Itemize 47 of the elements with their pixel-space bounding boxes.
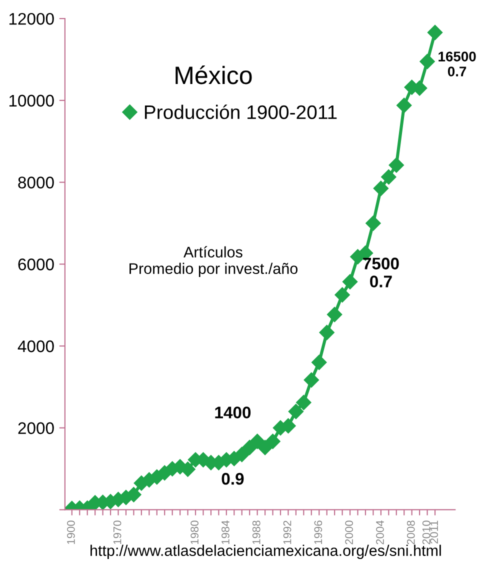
- text: http://www.atlasdelacienciamexicana.org/es/sni.html: [90, 544, 441, 560]
- point: [126, 487, 142, 502]
- y-tick-label: 12000: [9, 12, 54, 25]
- point: [327, 306, 342, 322]
- y-tick-label: 8000: [18, 176, 54, 188]
- point: [296, 394, 312, 410]
- x-tick-label: 2004: [376, 520, 384, 544]
- x-tick-label: 1992: [283, 520, 292, 544]
- point: [257, 440, 273, 456]
- y-tick-label: 2000: [18, 422, 54, 434]
- point: [319, 324, 334, 340]
- point: [312, 354, 327, 370]
- x-tick-label: 2008: [406, 520, 415, 544]
- annotation: 16500 0.7: [438, 52, 476, 76]
- x-tick-label: 2011: [430, 520, 438, 544]
- point: [373, 180, 388, 196]
- point: [342, 274, 358, 290]
- point: [388, 158, 404, 173]
- point: [420, 54, 435, 70]
- point: [304, 372, 319, 388]
- annotation: 0.9: [222, 472, 244, 485]
- x-tick-label: 1980: [190, 520, 198, 544]
- text: México: [176, 66, 252, 84]
- y-tick-label: 10000: [9, 94, 54, 107]
- x-tick-label: 1988: [252, 520, 260, 544]
- point: [242, 440, 258, 456]
- point: [234, 446, 250, 462]
- x-tick-label: 1984: [222, 520, 230, 544]
- point: [396, 98, 412, 113]
- point: [288, 404, 304, 420]
- point: [250, 434, 265, 449]
- x-tick-label: 1996: [314, 520, 322, 544]
- annotation: 7500 0.7: [363, 258, 399, 288]
- legend-label: Producción 1900-2011: [144, 104, 337, 120]
- point: [427, 24, 443, 40]
- annotation: 1400: [215, 406, 251, 418]
- x-tick-label: 1970: [113, 520, 122, 544]
- y-tick-label: 6000: [18, 258, 54, 270]
- point: [381, 169, 396, 185]
- x-tick-label: 1900: [67, 520, 75, 544]
- point: [265, 434, 280, 449]
- annotation: Artículos Promedio por invest./año: [130, 246, 298, 278]
- point: [366, 216, 381, 231]
- x-tick-label: 2000: [345, 520, 354, 544]
- y-tick-label: 4000: [18, 340, 54, 352]
- x-tick-label: 2010: [422, 520, 430, 544]
- point: [334, 287, 350, 302]
